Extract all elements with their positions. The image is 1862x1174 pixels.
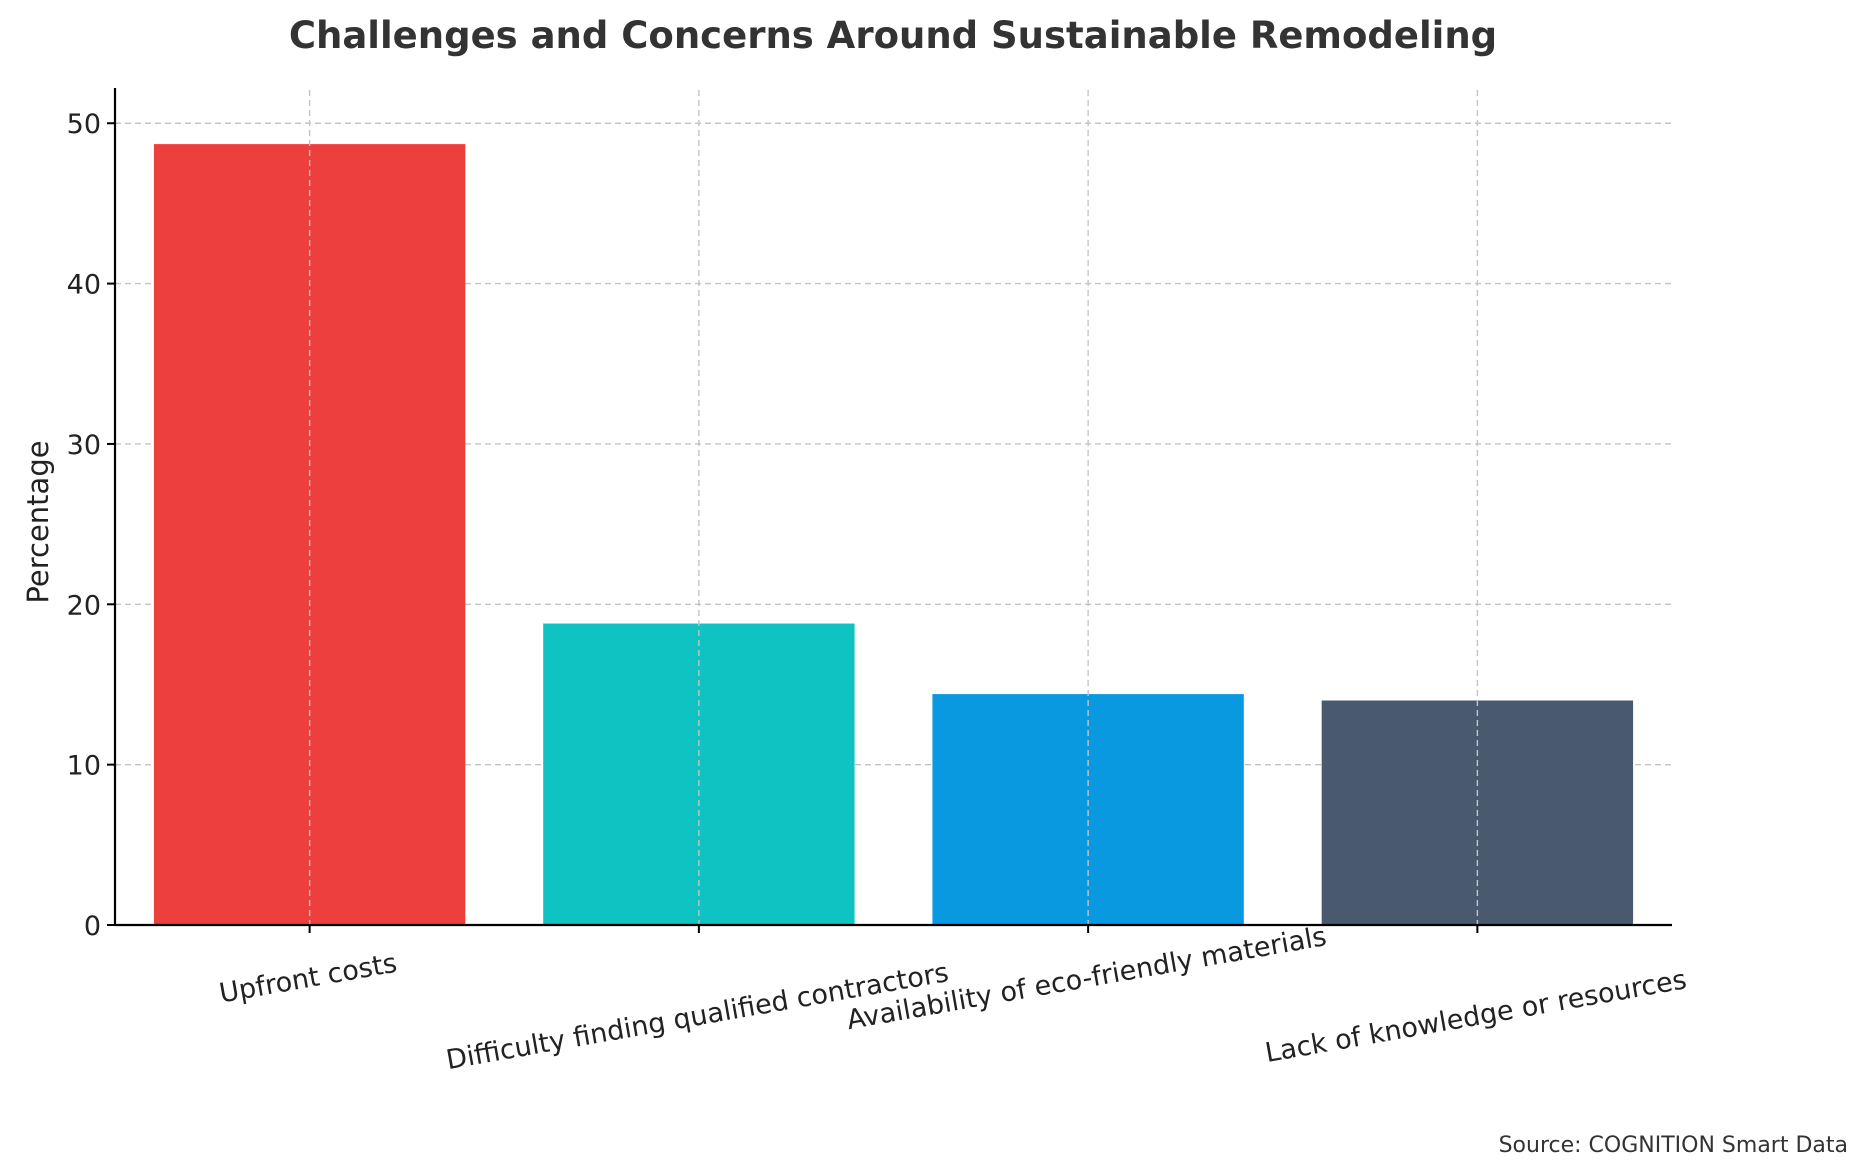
axes bbox=[113, 88, 1672, 927]
y-tick-label: 20 bbox=[67, 590, 101, 621]
x-ticks: Upfront costs Difficulty finding qualifie… bbox=[217, 921, 1689, 1076]
y-tick-label: 10 bbox=[67, 751, 101, 782]
y-tick-label: 40 bbox=[67, 270, 101, 301]
y-tick-label: 50 bbox=[67, 109, 101, 140]
x-tick-label: Lack of knowledge or resources bbox=[1263, 964, 1689, 1069]
y-axis-label: Percentage bbox=[21, 440, 55, 603]
bars bbox=[153, 90, 1634, 925]
x-tick-label: Upfront costs bbox=[217, 948, 399, 1010]
source-note: Source: COGNITION Smart Data bbox=[1499, 1133, 1848, 1158]
y-ticks: 0 10 20 30 40 50 bbox=[67, 109, 115, 942]
y-tick-label: 0 bbox=[84, 911, 101, 942]
chart-title: Challenges and Concerns Around Sustainab… bbox=[289, 14, 1497, 57]
y-tick-label: 30 bbox=[67, 430, 101, 461]
